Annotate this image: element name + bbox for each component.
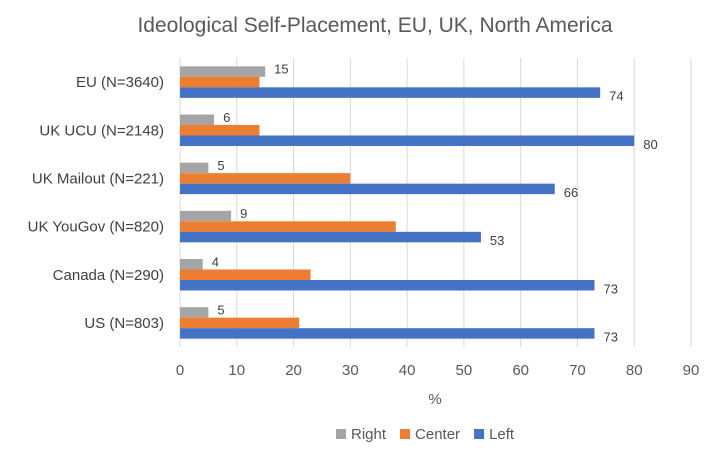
bar-center-uk-yougov-n-820 [180, 221, 396, 232]
legend-swatch-right [336, 429, 346, 439]
bar-right-eu-n-3640 [180, 66, 266, 77]
category-label-uk-mailout-n-221: UK Mailout (N=221) [32, 170, 164, 187]
bar-right-uk-ucu-n-2148 [180, 114, 215, 125]
category-label-us-n-803: US (N=803) [84, 315, 164, 332]
x-tick-label-10: 10 [228, 362, 245, 379]
bar-left-uk-ucu-n-2148 [180, 135, 635, 146]
gridlines [179, 58, 692, 347]
legend-label-right: Right [351, 426, 387, 443]
chart-title: Ideological Self-Placement, EU, UK, Nort… [137, 14, 612, 37]
x-tick-label-0: 0 [176, 362, 184, 379]
bar-left-eu-n-3640 [180, 87, 601, 98]
bars [180, 66, 635, 339]
legend-label-left: Left [489, 426, 515, 443]
bar-center-eu-n-3640 [180, 76, 260, 88]
x-axis-title: % [428, 391, 441, 408]
data-label-left-eu-n-3640: 74 [609, 89, 623, 104]
category-label-uk-yougov-n-820: UK YouGov (N=820) [28, 219, 164, 236]
x-tick-label-20: 20 [285, 362, 302, 379]
bar-center-uk-mailout-n-221 [180, 173, 351, 184]
bar-right-us-n-803 [180, 307, 209, 318]
data-label-right-uk-mailout-n-221: 5 [217, 158, 224, 173]
data-label-left-uk-yougov-n-820: 53 [490, 233, 504, 248]
bar-center-canada-n-290 [180, 269, 311, 280]
data-label-right-uk-yougov-n-820: 9 [240, 206, 247, 221]
data-label-right-us-n-803: 5 [217, 302, 224, 317]
x-tick-label-60: 60 [512, 362, 529, 379]
legend-swatch-center [400, 429, 411, 439]
x-tick-label-50: 50 [456, 362, 473, 379]
x-tick-label-80: 80 [626, 362, 643, 379]
data-labels: 15 74 6 80 5 66 9 53 4 73 5 73 [212, 62, 658, 345]
bar-left-uk-yougov-n-820 [180, 231, 481, 243]
category-labels: EU (N=3640) UK UCU (N=2148) UK Mailout (N=… [28, 74, 164, 332]
category-label-uk-ucu-n-2148: UK UCU (N=2148) [39, 122, 164, 139]
bar-right-canada-n-290 [180, 259, 203, 270]
x-tick-label-30: 30 [342, 362, 359, 379]
category-label-canada-n-290: Canada (N=290) [53, 267, 164, 284]
x-tick-label-40: 40 [399, 362, 416, 379]
data-label-left-us-n-803: 73 [603, 329, 617, 344]
legend-swatch-left [474, 429, 485, 439]
bar-center-us-n-803 [180, 317, 300, 329]
bar-right-uk-yougov-n-820 [180, 210, 232, 222]
data-label-right-canada-n-290: 4 [212, 254, 219, 269]
bar-left-us-n-803 [180, 328, 595, 339]
bar-left-uk-mailout-n-221 [180, 183, 555, 195]
data-label-left-uk-ucu-n-2148: 80 [643, 137, 657, 152]
x-tick-label-90: 90 [683, 362, 700, 379]
x-tick-label-70: 70 [569, 362, 586, 379]
bar-left-canada-n-290 [180, 280, 595, 291]
data-label-left-canada-n-290: 73 [603, 281, 617, 296]
bar-center-uk-ucu-n-2148 [180, 125, 260, 136]
data-label-left-uk-mailout-n-221: 66 [564, 185, 578, 200]
x-tick-labels: 0 10 20 30 40 50 60 70 80 90 [176, 362, 700, 379]
legend: Right Center Left [336, 426, 515, 443]
data-label-right-eu-n-3640: 15 [274, 62, 288, 77]
data-label-right-uk-ucu-n-2148: 6 [223, 110, 230, 125]
bar-right-uk-mailout-n-221 [180, 162, 209, 174]
legend-label-center: Center [415, 426, 460, 443]
category-label-eu-n-3640: EU (N=3640) [76, 74, 164, 91]
